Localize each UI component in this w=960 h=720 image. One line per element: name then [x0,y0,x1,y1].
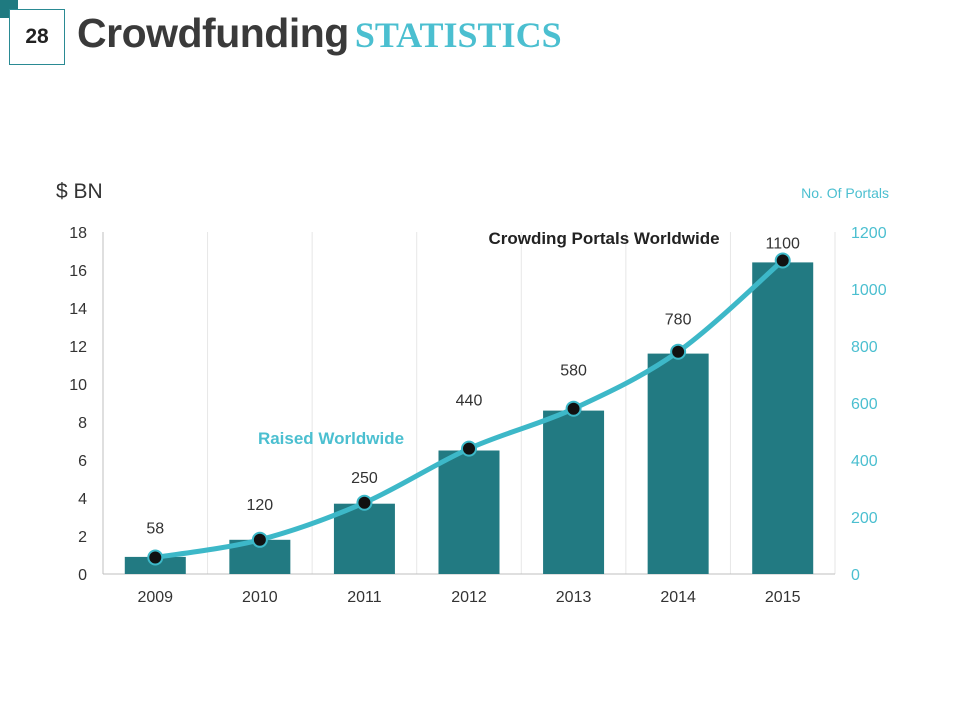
x-tick-label: 2015 [765,589,801,606]
line-series [147,252,791,566]
bar [752,262,814,574]
bar [333,503,395,574]
y-tick-label: 6 [78,453,87,470]
bar [543,410,605,574]
bar-series [124,262,814,574]
line-marker [774,252,791,269]
bar [438,450,500,574]
y-tick-label: 14 [69,301,87,318]
page-title: Crowdfunding STATISTICS [77,10,562,57]
page-title-accent: STATISTICS [354,15,562,55]
bar [647,353,709,574]
x-tick-label: 2009 [137,589,173,606]
x-tick-label: 2014 [660,589,696,606]
series-label-portals: Crowding Portals Worldwide [488,229,719,248]
y-tick-label: 12 [69,339,87,356]
data-label: 120 [247,497,274,514]
y2-tick-label: 1000 [851,282,887,299]
line-marker [670,343,687,360]
data-label: 250 [351,470,378,487]
y2-tick-label: 400 [851,453,878,470]
page-number: 28 [9,9,65,65]
y-tick-label: 4 [78,491,87,508]
data-label: 780 [665,312,692,329]
y-tick-label: 0 [78,567,87,584]
y2-tick-label: 200 [851,510,878,527]
x-tick-label: 2012 [451,589,487,606]
x-tick-label: 2010 [242,589,278,606]
x-tick-label: 2013 [556,589,592,606]
y-tick-label: 18 [69,225,87,242]
y-tick-label: 10 [69,377,87,394]
line-marker [147,549,164,566]
series-label-raised: Raised Worldwide [258,429,404,448]
data-label: 58 [146,520,164,537]
y-tick-label: 16 [69,263,87,280]
line-marker [461,440,477,457]
y2-tick-label: 1200 [851,225,887,242]
chart-labels: 0 2 4 6 8 10 12 14 16 18 0 200 400 600 800 1000 1200 $ BN… [56,180,889,606]
data-label: 580 [560,363,587,380]
y-tick-label: 2 [78,529,87,546]
data-label: 440 [456,393,483,410]
page-number-text: 28 [25,25,49,48]
line-marker [565,400,582,417]
line-marker [356,494,373,511]
page-title-main: Crowdfunding [77,10,349,56]
x-tick-label: 2011 [347,589,382,606]
y2-tick-label: 600 [851,396,878,413]
data-label: 1100 [766,236,801,253]
y-tick-label: 8 [78,415,87,432]
line-marker [251,531,268,548]
y-axis-title: $ BN [56,180,103,203]
y2-axis-title: No. Of Portals [801,185,889,201]
y2-tick-label: 800 [851,339,878,356]
y2-tick-label: 0 [851,567,860,584]
